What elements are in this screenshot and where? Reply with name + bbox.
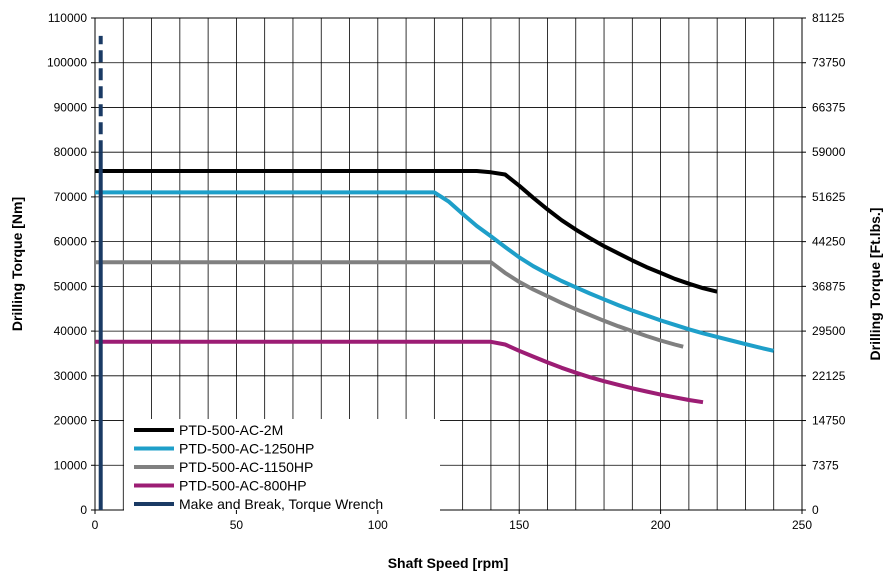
x-tick-label: 50 bbox=[230, 518, 244, 532]
series-line-2 bbox=[95, 260, 684, 349]
y-tick-label: 90000 bbox=[54, 100, 88, 114]
y-tick-label: 70000 bbox=[54, 190, 88, 204]
y-tick-label: 30000 bbox=[54, 369, 88, 383]
legend-background bbox=[124, 419, 440, 518]
x-tick-label: 250 bbox=[792, 518, 812, 532]
series-line-1 bbox=[95, 190, 775, 353]
y-tick-label: 100000 bbox=[47, 56, 87, 70]
y-tick-label: 110000 bbox=[48, 11, 87, 25]
y-tick-label: 60000 bbox=[54, 235, 88, 249]
y2-tick-label: 29500 bbox=[812, 324, 846, 338]
y2-tick-label: 66375 bbox=[812, 100, 846, 114]
y2-tick-label: 36875 bbox=[812, 279, 846, 293]
y2-tick-label: 14750 bbox=[812, 414, 846, 428]
y2-tick-label: 0 bbox=[812, 503, 819, 517]
y-tick-label: 50000 bbox=[54, 279, 88, 293]
x-tick-label: 200 bbox=[651, 518, 671, 532]
y-tick-label: 40000 bbox=[54, 324, 88, 338]
x-tick-label: 150 bbox=[509, 518, 529, 532]
y2-tick-label: 44250 bbox=[812, 235, 846, 249]
series-line-0 bbox=[95, 169, 718, 294]
legend-label: PTD-500-AC-1150HP bbox=[179, 459, 313, 475]
legend-label: PTD-500-AC-800HP bbox=[179, 478, 307, 494]
x-tick-label: 100 bbox=[368, 518, 388, 532]
legend-label: Make and Break, Torque Wrench bbox=[179, 496, 383, 512]
series-lines bbox=[95, 35, 775, 510]
y2-tick-label: 73750 bbox=[812, 56, 846, 70]
x-axis-title: Shaft Speed [rpm] bbox=[388, 555, 509, 571]
y2-tick-label: 7375 bbox=[812, 458, 839, 472]
y2-tick-label: 22125 bbox=[812, 369, 846, 383]
legend: PTD-500-AC-2M PTD-500-AC-1250HP PTD-500-AC… bbox=[124, 419, 440, 518]
secondary-y-axis-title: Drilling Torque [Ft.lbs.] bbox=[867, 208, 883, 361]
y-tick-label: 20000 bbox=[54, 414, 88, 428]
y2-tick-label: 51625 bbox=[812, 190, 846, 204]
y-tick-label: 80000 bbox=[54, 145, 88, 159]
legend-label: PTD-500-AC-2M bbox=[179, 422, 283, 438]
y-tick-label: 0 bbox=[80, 503, 87, 517]
y2-tick-label: 81125 bbox=[812, 11, 845, 25]
x-tick-label: 0 bbox=[92, 518, 99, 532]
y2-tick-label: 59000 bbox=[812, 145, 846, 159]
legend-label: PTD-500-AC-1250HP bbox=[179, 441, 314, 457]
y-axis-title: Drilling Torque [Nm] bbox=[9, 197, 25, 331]
series-line-3 bbox=[95, 339, 704, 405]
tick-labels: 0100002000030000400005000060000700008000… bbox=[47, 11, 846, 532]
y-tick-label: 10000 bbox=[54, 458, 88, 472]
